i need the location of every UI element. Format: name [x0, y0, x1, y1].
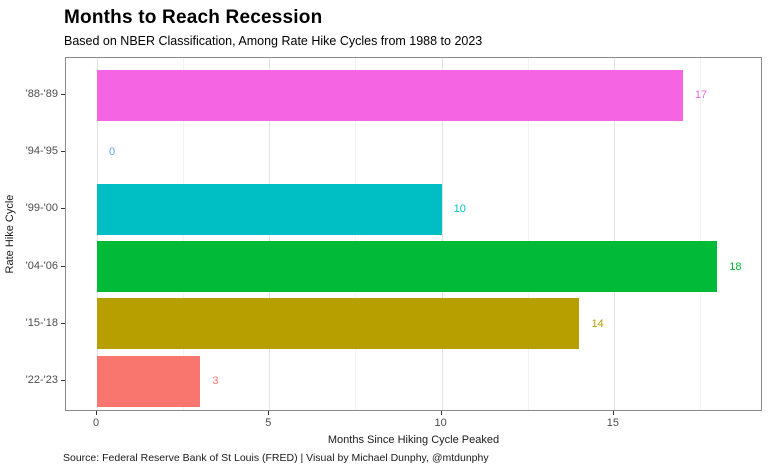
- y-axis-label: '88-'89: [25, 88, 58, 100]
- y-axis-tick: [61, 322, 65, 324]
- major-gridline: [441, 58, 443, 410]
- bar: [97, 69, 683, 121]
- plot-subtitle: Based on NBER Classification, Among Rate…: [64, 34, 483, 48]
- y-axis-label: '04-'06: [25, 259, 58, 272]
- bar-value-label: 14: [591, 317, 604, 330]
- bar-value-label: 0: [109, 146, 116, 159]
- chart-panel: 17 0 10 18 14 3: [65, 57, 762, 411]
- y-axis-label: '94-'95: [25, 145, 58, 158]
- x-axis-tick-label: 5: [265, 417, 272, 429]
- x-axis-tick-label: 15: [606, 417, 620, 429]
- major-gridline: [613, 58, 615, 410]
- bar: [97, 298, 580, 350]
- y-axis-tick: [61, 208, 65, 210]
- y-axis-tick: [61, 265, 65, 267]
- bar-value-label: 18: [729, 260, 742, 273]
- minor-gridline: [527, 58, 529, 410]
- plot-title: Months to Reach Recession: [64, 7, 323, 28]
- y-axis-tick: [61, 380, 65, 381]
- bar-value-label: 3: [212, 375, 219, 387]
- x-axis-title: Months Since Hiking Cycle Peaked: [327, 434, 500, 446]
- bar: [97, 355, 201, 407]
- y-axis-tick: [61, 94, 65, 95]
- source-caption: Source: Federal Reserve Bank of St Louis…: [63, 452, 489, 464]
- y-axis-tick: [61, 151, 65, 153]
- bar-value-label: 10: [453, 203, 466, 216]
- minor-gridline: [700, 58, 702, 410]
- y-axis-title: Rate Hike Cycle: [4, 194, 16, 274]
- x-axis-tick: [612, 411, 614, 415]
- bar: [97, 241, 718, 293]
- x-axis-tick-label: 10: [434, 417, 447, 429]
- y-axis-label: '22-'23: [25, 374, 58, 386]
- x-axis-tick: [268, 411, 270, 415]
- x-axis-tick: [440, 411, 442, 415]
- bar: [97, 183, 442, 235]
- y-axis-label: '15-'18: [25, 316, 58, 329]
- bar-value-label: 17: [694, 89, 708, 101]
- x-axis-tick: [96, 411, 97, 415]
- y-axis-label: '99-'00: [25, 202, 58, 215]
- x-axis-tick-label: 0: [92, 417, 100, 429]
